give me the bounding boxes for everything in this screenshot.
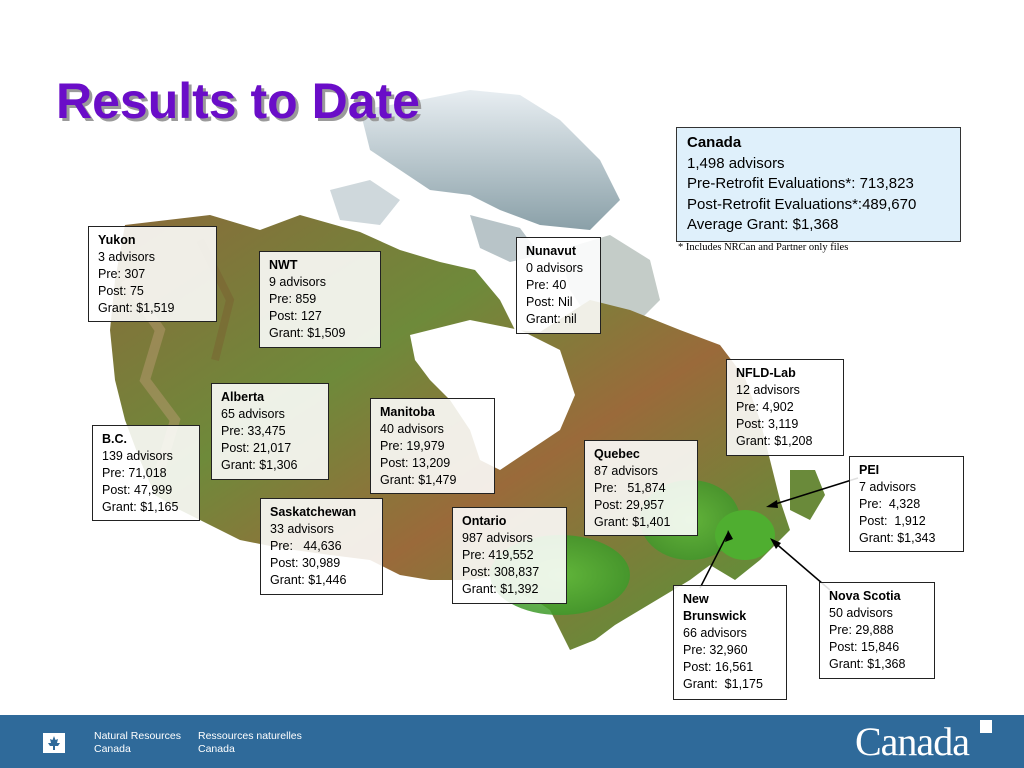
region-pre: Pre: 40: [526, 278, 567, 292]
region-post: Post: 75: [98, 284, 144, 298]
region-grant: Grant: $1,392: [462, 582, 539, 596]
region-grant: Grant: $1,519: [98, 301, 175, 315]
region-grant: Grant: $1,401: [594, 515, 671, 529]
region-advisors: 9 advisors: [269, 275, 326, 289]
department-name-en: Natural Resources Canada: [94, 730, 181, 756]
region-post: Post: 30,989: [270, 556, 341, 570]
region-pre: Pre: 4,902: [736, 400, 794, 414]
region-name: New: [683, 592, 709, 606]
region-pre: Pre: 32,960: [683, 643, 748, 657]
region-pre: Pre: 51,874: [594, 481, 666, 495]
region-post: Post: 47,999: [102, 483, 173, 497]
region-post: Post: Nil: [526, 295, 573, 309]
region-grant: Grant: $1,165: [102, 500, 179, 514]
region-post: Post: 1,912: [859, 514, 926, 528]
wordmark-flag-icon: [975, 720, 997, 733]
region-grant: Grant: $1,509: [269, 326, 346, 340]
region-box-nfld-lab: NFLD-Lab 12 advisors Pre: 4,902 Post: 3,…: [726, 359, 844, 456]
region-pre: Pre: 44,636: [270, 539, 342, 553]
region-advisors: 139 advisors: [102, 449, 173, 463]
region-advisors: 0 advisors: [526, 261, 583, 275]
region-name: Ontario: [462, 514, 507, 528]
region-name: PEI: [859, 463, 880, 477]
region-grant: Grant: $1,368: [829, 657, 906, 671]
page-title: Results to Date: [56, 73, 420, 129]
region-box-yukon: Yukon 3 advisors Pre: 307 Post: 75 Grant…: [88, 226, 217, 322]
region-pre: Pre: 71,018: [102, 466, 167, 480]
region-grant: Grant: $1,208: [736, 434, 813, 448]
footer-band: [0, 715, 1024, 768]
region-box-saskatchewan: Saskatchewan 33 advisors Pre: 44,636 Pos…: [260, 498, 383, 595]
region-post: Post: 29,957: [594, 498, 665, 512]
region-advisors: 12 advisors: [736, 383, 800, 397]
canada-post: Post-Retrofit Evaluations*:489,670: [687, 195, 917, 213]
region-box-nwt: NWT 9 advisors Pre: 859 Post: 127 Grant:…: [259, 251, 381, 348]
region-advisors: 987 advisors: [462, 531, 533, 545]
region-grant: Grant: $1,479: [380, 473, 457, 487]
region-advisors: 50 advisors: [829, 606, 893, 620]
canada-grant: Average Grant: $1,368: [687, 216, 839, 233]
region-name: NFLD-Lab: [736, 366, 796, 380]
region-box-new-brunswick: New Brunswick 66 advisors Pre: 32,960 Po…: [673, 585, 787, 700]
region-post: Post: 3,119: [736, 417, 799, 431]
region-advisors: 66 advisors: [683, 626, 747, 640]
region-advisors: 40 advisors: [380, 422, 444, 436]
region-box-manitoba: Manitoba 40 advisors Pre: 19,979 Post: 1…: [370, 398, 495, 494]
region-post: Post: 15,846: [829, 640, 900, 654]
region-pre: Pre: 29,888: [829, 623, 894, 637]
canada-summary-box: Canada 1,498 advisors Pre-Retrofit Evalu…: [676, 127, 961, 242]
region-name: NWT: [269, 258, 298, 272]
department-name-fr: Ressources naturelles Canada: [198, 730, 302, 756]
canada-wordmark: Canada: [855, 719, 970, 764]
canada-advisors: 1,498 advisors: [687, 154, 785, 172]
region-box-quebec: Quebec 87 advisors Pre: 51,874 Post: 29,…: [584, 440, 698, 536]
region-pre: Pre: 419,552: [462, 548, 534, 562]
canada-flag-icon: [34, 733, 74, 753]
department-name-fr-line1: Ressources naturelles: [198, 730, 302, 742]
region-pre: Pre: 859: [269, 292, 317, 306]
region-name: Saskatchewan: [270, 505, 357, 519]
region-pre: Pre: 33,475: [221, 424, 286, 438]
region-name: B.C.: [102, 432, 127, 446]
region-box-nunavut: Nunavut 0 advisors Pre: 40 Post: Nil Gra…: [516, 237, 601, 334]
region-advisors: 3 advisors: [98, 250, 155, 264]
region-post: Post: 13,209: [380, 456, 451, 470]
region-name: Nunavut: [526, 244, 576, 258]
region-grant: Grant: $1,343: [859, 531, 936, 545]
region-box-alberta: Alberta 65 advisors Pre: 33,475 Post: 21…: [211, 383, 329, 480]
region-name: Manitoba: [380, 405, 435, 419]
region-name: Brunswick: [683, 609, 747, 623]
region-name: Yukon: [98, 233, 136, 247]
region-name: Nova Scotia: [829, 589, 901, 603]
region-box-nova-scotia: Nova Scotia 50 advisors Pre: 29,888 Post…: [819, 582, 935, 679]
region-post: Post: 16,561: [683, 660, 754, 674]
canada-name: Canada: [687, 134, 742, 151]
department-name-en-line2: Canada: [94, 743, 131, 755]
department-name-fr-line2: Canada: [198, 743, 235, 755]
region-grant: Grant: $1,175: [683, 677, 763, 691]
region-advisors: 33 advisors: [270, 522, 334, 536]
region-advisors: 87 advisors: [594, 464, 658, 478]
region-pre: Pre: 19,979: [380, 439, 445, 453]
region-advisors: 7 advisors: [859, 480, 916, 494]
region-grant: Grant: $1,446: [270, 573, 347, 587]
region-pre: Pre: 307: [98, 267, 146, 281]
region-post: Post: 127: [269, 309, 322, 323]
canada-pre: Pre-Retrofit Evaluations*: 713,823: [687, 175, 914, 192]
arrow-icon: [771, 477, 859, 506]
region-name: Quebec: [594, 447, 640, 461]
region-grant: Grant: $1,306: [221, 458, 298, 472]
region-grant: Grant: nil: [526, 312, 577, 326]
region-pre: Pre: 4,328: [859, 497, 921, 511]
region-post: Post: 21,017: [221, 441, 292, 455]
region-box-pei: PEI 7 advisors Pre: 4,328 Post: 1,912 Gr…: [849, 456, 964, 552]
region-post: Post: 308,837: [462, 565, 540, 579]
department-name-en-line1: Natural Resources: [94, 730, 181, 742]
region-box-ontario: Ontario 987 advisors Pre: 419,552 Post: …: [452, 507, 567, 604]
region-box-bc: B.C. 139 advisors Pre: 71,018 Post: 47,9…: [92, 425, 200, 521]
region-name: Alberta: [221, 390, 265, 404]
region-advisors: 65 advisors: [221, 407, 285, 421]
footnote: * Includes NRCan and Partner only files: [678, 242, 849, 253]
